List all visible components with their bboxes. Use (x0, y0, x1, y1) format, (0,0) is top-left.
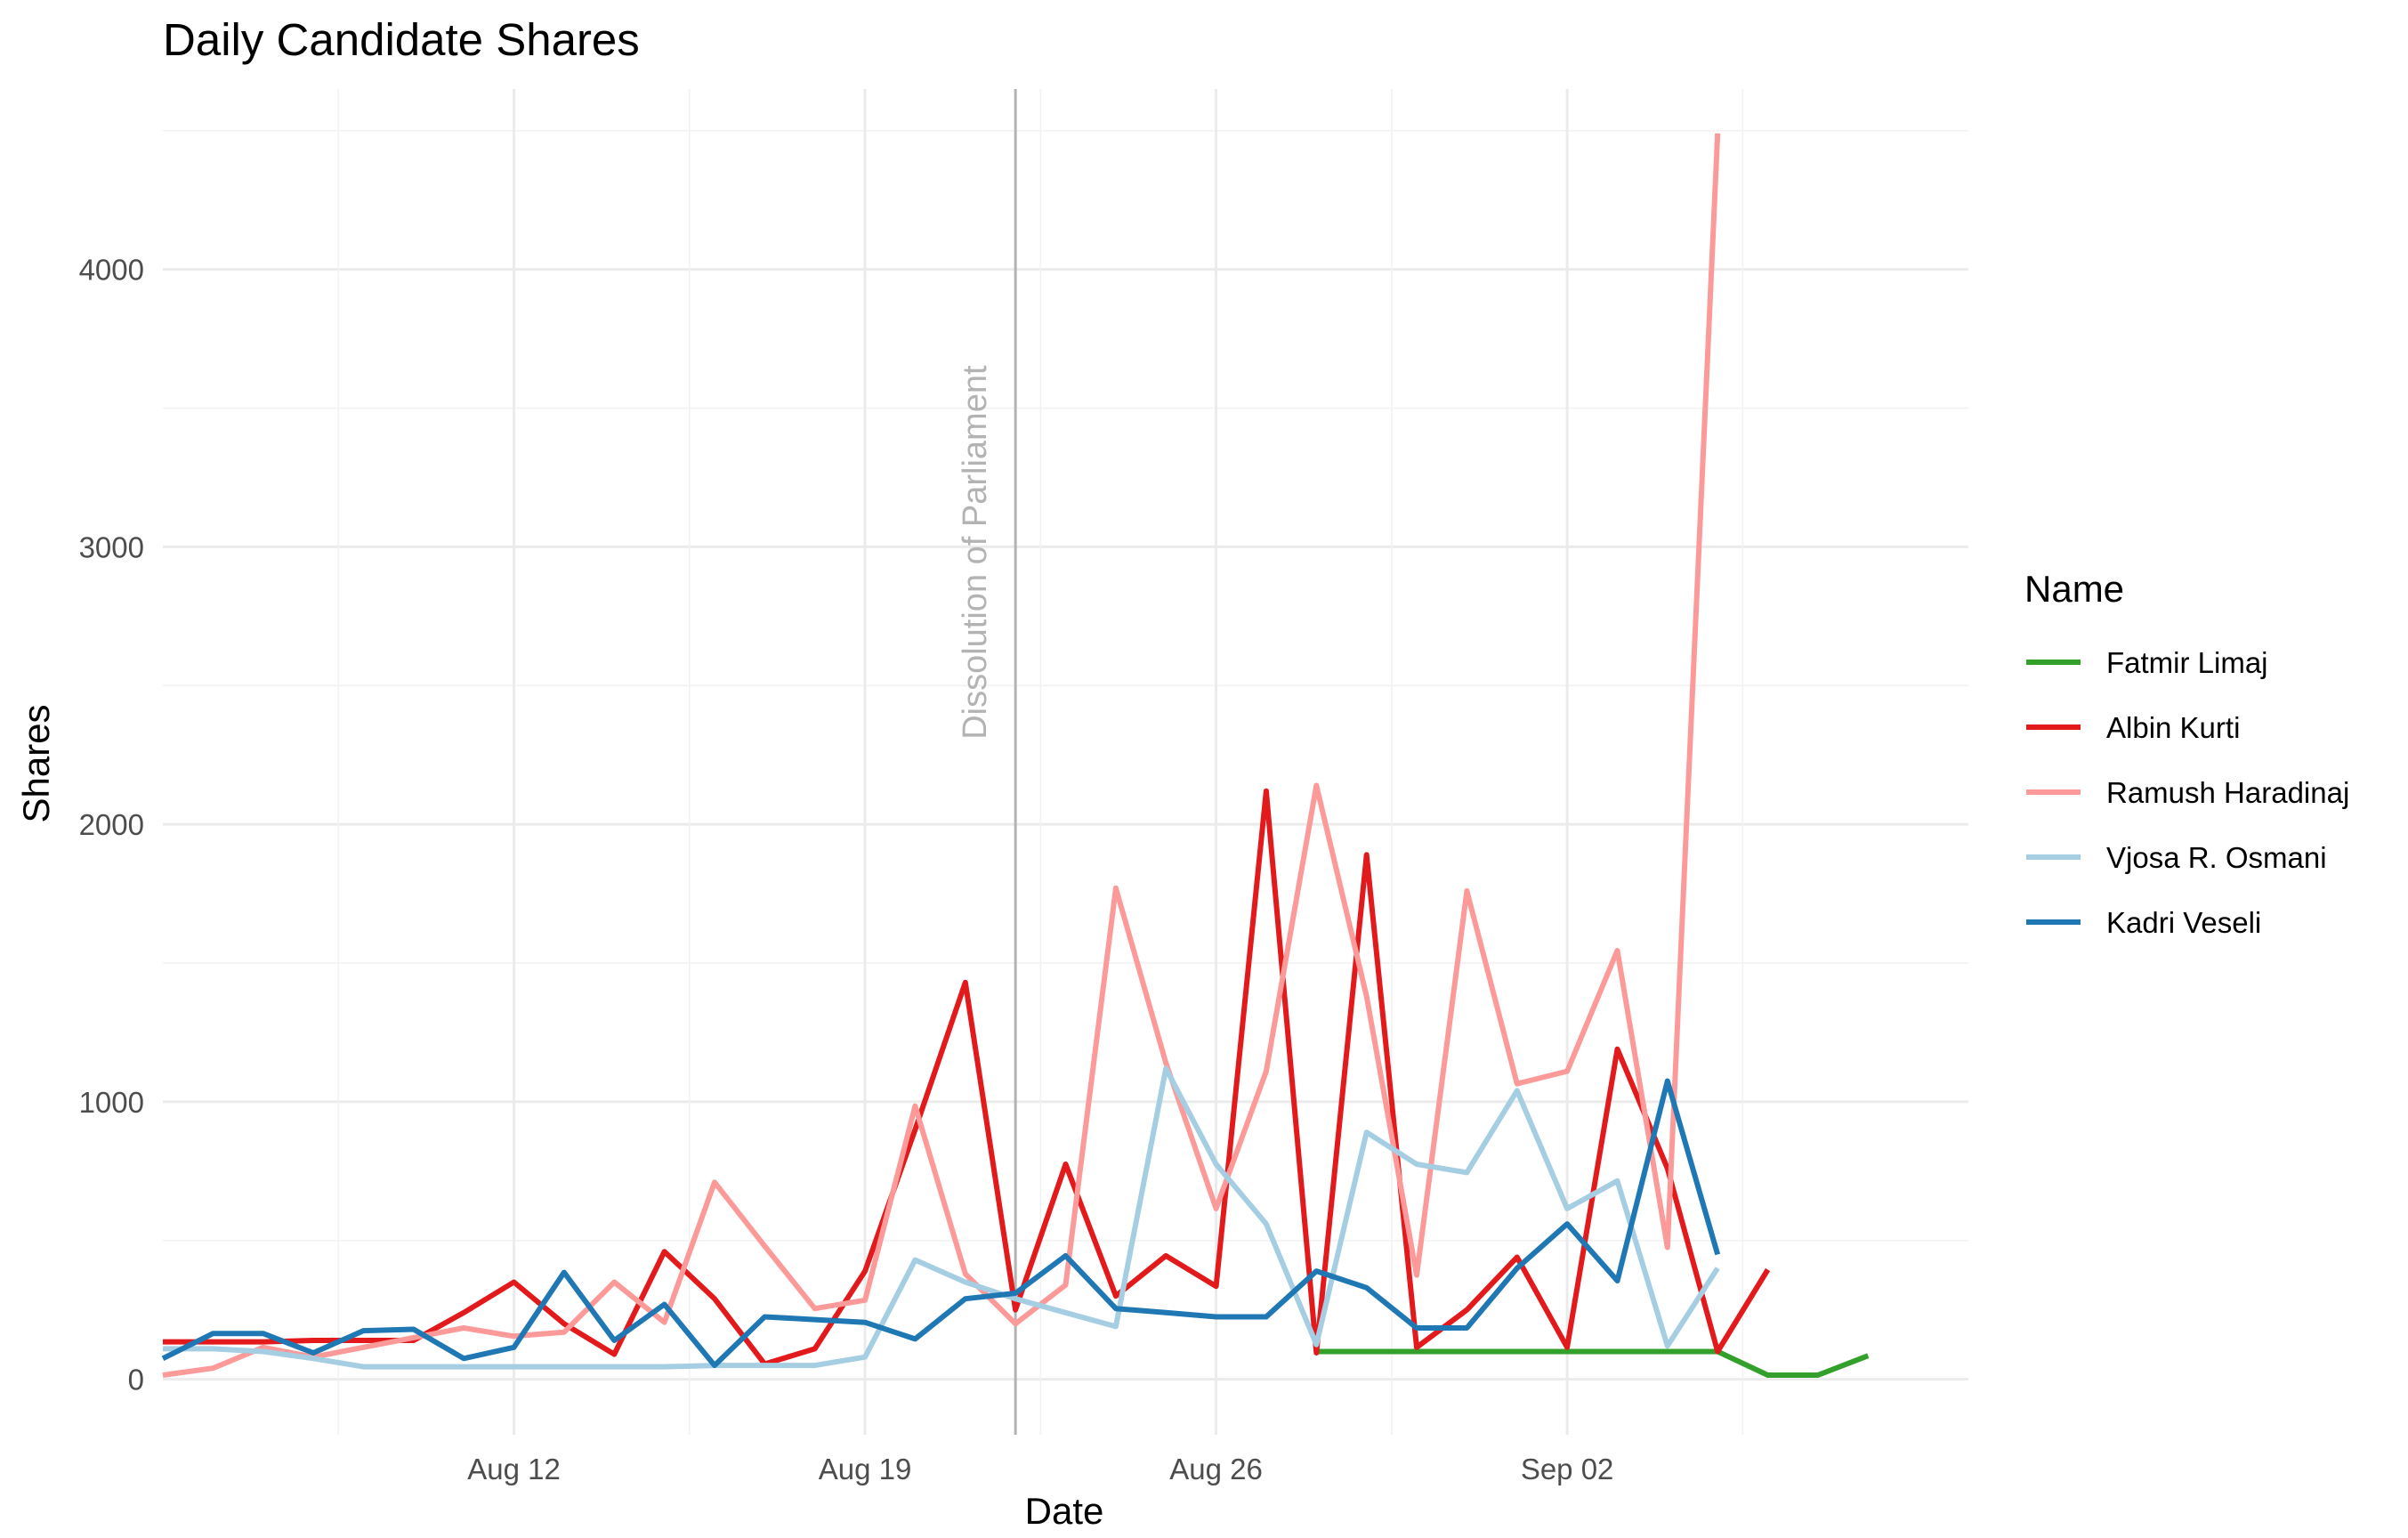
x-tick-label: Aug 12 (467, 1453, 561, 1485)
x-axis-title: Date (1025, 1490, 1104, 1532)
legend-title: Name (2024, 568, 2124, 610)
legend-label: Ramush Haradinaj (2106, 776, 2349, 809)
legend-label: Kadri Veseli (2106, 906, 2261, 939)
legend-label: Vjosa R. Osmani (2106, 841, 2327, 874)
legend: Name Fatmir Limaj Albin Kurti Ramush Harad… (2024, 568, 2349, 939)
x-tick-label: Sep 02 (1521, 1453, 1614, 1485)
annotation-layer: Dissolution of Parliament (957, 89, 1017, 1435)
y-tick-label: 3000 (79, 530, 144, 563)
y-tick-label: 1000 (79, 1086, 144, 1119)
y-tick-label: 0 (128, 1364, 144, 1396)
y-axis-title: Shares (15, 704, 57, 822)
x-tick-label: Aug 19 (819, 1453, 912, 1485)
y-axis-ticks: 0 1000 2000 3000 4000 (79, 254, 144, 1396)
series-line-albin-kurti (163, 788, 1771, 1367)
dissolution-label: Dissolution of Parliament (957, 365, 994, 740)
grid (163, 89, 1968, 1435)
legend-items: Fatmir Limaj Albin Kurti Ramush Haradinaj V… (2026, 646, 2349, 939)
series-line-vjosa-r-osmani (163, 1065, 1720, 1370)
x-tick-label: Aug 26 (1169, 1453, 1263, 1485)
series-line-kadri-veseli (161, 1078, 1721, 1369)
chart-title: Daily Candidate Shares (163, 14, 640, 65)
y-tick-label: 4000 (79, 254, 144, 287)
legend-label: Fatmir Limaj (2106, 646, 2268, 679)
legend-label: Albin Kurti (2106, 711, 2240, 744)
x-axis-ticks: Aug 12 Aug 19 Aug 26 Sep 02 (467, 1453, 1613, 1485)
y-tick-label: 2000 (79, 808, 144, 841)
series-line-ramush-haradinaj (162, 133, 1721, 1378)
series-layer (161, 133, 1870, 1378)
series-line-fatmir-limaj (1316, 1348, 1870, 1378)
